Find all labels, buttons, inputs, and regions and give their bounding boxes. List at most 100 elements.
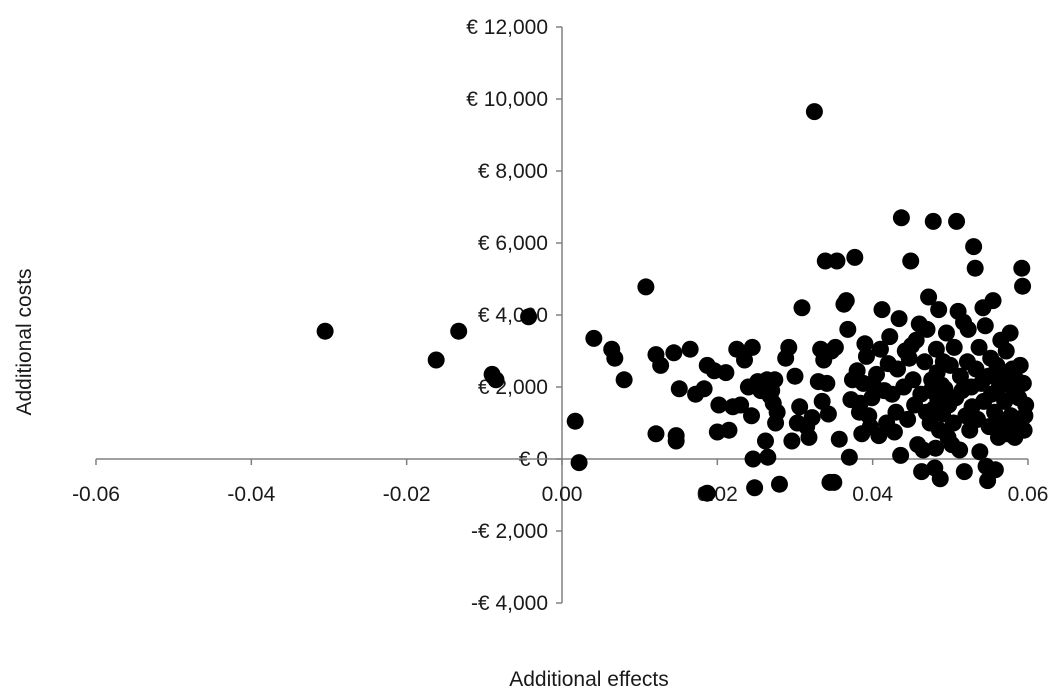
x-tick-label: -0.06	[72, 483, 120, 506]
data-point	[1017, 396, 1035, 414]
data-point	[813, 392, 831, 410]
data-point	[885, 423, 903, 441]
data-point	[966, 259, 984, 277]
data-point	[780, 338, 798, 356]
x-tick-label: 0.04	[852, 483, 893, 506]
data-point	[944, 414, 962, 432]
data-point	[971, 443, 989, 461]
data-point	[899, 410, 917, 428]
data-point	[951, 441, 969, 459]
y-tick-label: € 10,000	[466, 88, 548, 111]
data-point	[732, 396, 750, 414]
data-point	[837, 292, 855, 310]
data-point	[818, 374, 836, 392]
data-point	[914, 441, 932, 459]
data-point	[1014, 374, 1032, 392]
data-point	[955, 463, 973, 481]
data-point	[904, 371, 922, 389]
data-point	[984, 292, 1002, 310]
data-point	[585, 329, 603, 347]
data-point	[819, 405, 837, 423]
data-point	[871, 340, 889, 358]
data-point	[816, 252, 834, 270]
x-axis-ticks: -0.06 -0.04 -0.02 0.00 0.02 0.04 0.06	[72, 459, 1048, 506]
data-point	[967, 360, 985, 378]
x-tick-label: 0.00	[542, 483, 583, 506]
data-point	[652, 356, 670, 374]
data-point	[846, 248, 864, 266]
data-point	[800, 428, 818, 446]
data-point	[892, 209, 910, 227]
data-point	[920, 288, 938, 306]
data-point	[937, 324, 955, 342]
data-point	[316, 322, 334, 340]
data-point	[770, 475, 788, 493]
data-point	[873, 301, 891, 319]
data-point	[913, 463, 931, 481]
data-point	[1015, 421, 1033, 439]
data-point	[768, 403, 786, 421]
y-axis: € 12,000€ 10,000€ 8,000€ 6,000€ 4,000€ 2…	[466, 16, 563, 615]
data-point	[695, 380, 713, 398]
data-point	[924, 212, 942, 230]
data-point	[840, 448, 858, 466]
x-axis: -0.06 -0.04 -0.02 0.00 0.02 0.04 0.06	[72, 458, 1048, 506]
y-axis-ticks: € 12,000€ 10,000€ 8,000€ 6,000€ 4,000€ 2…	[466, 16, 562, 615]
data-point	[793, 299, 811, 317]
data-point	[945, 338, 963, 356]
data-point	[930, 301, 948, 319]
data-point	[870, 427, 888, 445]
data-point	[667, 432, 685, 450]
data-point	[826, 338, 844, 356]
data-point	[803, 409, 821, 427]
data-point	[665, 344, 683, 362]
data-point	[1014, 277, 1032, 295]
data-point	[959, 320, 977, 338]
data-point	[766, 371, 784, 389]
data-point	[951, 367, 969, 385]
data-point	[805, 103, 823, 121]
x-tick-label: -0.02	[383, 483, 431, 506]
data-point	[520, 308, 538, 326]
data-point	[736, 351, 754, 369]
data-point	[857, 347, 875, 365]
data-point	[890, 310, 908, 328]
data-point	[976, 317, 994, 335]
y-tick-label: € 8,000	[478, 160, 548, 183]
data-point	[986, 461, 1004, 479]
data-point	[941, 356, 959, 374]
data-point	[927, 340, 945, 358]
data-point	[881, 328, 899, 346]
data-point	[698, 484, 716, 502]
data-point	[997, 342, 1015, 360]
data-point	[839, 320, 857, 338]
data-point	[1001, 324, 1019, 342]
y-tick-label: € 6,000	[478, 232, 548, 255]
data-point	[916, 353, 934, 371]
data-point	[637, 278, 655, 296]
data-point	[710, 396, 728, 414]
data-point	[825, 473, 843, 491]
data-point	[889, 360, 907, 378]
data-point	[970, 338, 988, 356]
data-point	[717, 364, 735, 382]
data-point	[868, 365, 886, 383]
data-point	[907, 331, 925, 349]
data-points	[316, 103, 1035, 502]
data-point	[681, 340, 699, 358]
data-point	[487, 371, 505, 389]
data-point	[1013, 259, 1031, 277]
x-tick-label: -0.04	[227, 483, 275, 506]
data-point	[743, 338, 761, 356]
data-point	[791, 398, 809, 416]
data-point	[566, 412, 584, 430]
data-point	[746, 479, 764, 497]
data-point	[670, 380, 688, 398]
data-point	[783, 432, 801, 450]
data-point	[647, 425, 665, 443]
data-point	[828, 252, 846, 270]
y-tick-label: € 12,000	[466, 16, 548, 39]
x-axis-title: Additional effects	[509, 668, 669, 691]
data-point	[856, 335, 874, 353]
